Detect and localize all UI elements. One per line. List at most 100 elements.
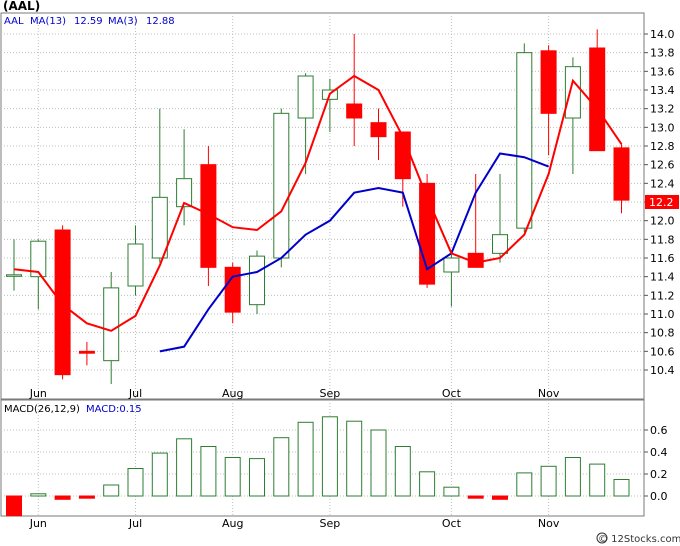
price-x-tick-label: Nov [538, 387, 560, 400]
macd-title: MACD(26,12,9) [4, 404, 80, 415]
macd-y-tick-label: 0.6 [650, 424, 668, 437]
macd-bar-negative [467, 495, 484, 499]
candle-down [224, 262, 241, 324]
macd-bar-positive [564, 457, 581, 497]
price-y-tick-label: 11.2 [650, 289, 675, 302]
price-y-tick-label: 10.4 [650, 364, 675, 377]
candle-body [103, 287, 120, 362]
candle-up [176, 129, 193, 226]
macd-x-tick-label: Nov [538, 517, 560, 530]
ma13-line [159, 152, 549, 353]
candle-body [564, 66, 581, 119]
legend-ma13-label: MA(13) [30, 16, 66, 27]
macd-bar-positive [394, 446, 411, 497]
legend-ma3-label: MA(3) [108, 16, 138, 27]
price-y-tick-label: 13.8 [650, 47, 675, 60]
macd-bar-positive [346, 420, 363, 497]
candle-body [6, 274, 22, 277]
candle-up [492, 174, 508, 263]
macd-bar-positive [151, 452, 168, 497]
candle-body [370, 122, 387, 138]
macd-legend-value: MACD:0.15 [86, 404, 142, 415]
legend-symbol: AAL [4, 16, 24, 27]
candle-up [297, 73, 314, 174]
price-y-tick-label: 10.8 [650, 327, 675, 340]
candle-body [297, 75, 314, 119]
candle-body [540, 50, 557, 114]
macd-bar-positive [589, 463, 606, 497]
candle-down [419, 174, 436, 288]
candle-down [540, 45, 557, 156]
macd-bar-positive [103, 484, 120, 497]
candle-up [443, 250, 460, 307]
macd-bar-positive [516, 472, 533, 497]
candle-body [589, 47, 606, 152]
candle-up [516, 43, 533, 232]
macd-x-axis: Jun Jul Aug Sep Oct Nov [29, 517, 560, 530]
price-x-tick-label: Aug [222, 387, 243, 400]
candle-up [249, 250, 265, 314]
macd-bar-positive [613, 479, 630, 497]
candle-down [78, 342, 95, 366]
macd-x-tick-label: Oct [442, 517, 462, 530]
price-y-tick-label: 10.6 [650, 345, 675, 358]
macd-bar-negative [78, 495, 95, 499]
macd-bar-positive [30, 493, 47, 497]
candle-up [151, 108, 168, 263]
macd-bars [6, 416, 630, 517]
price-y-tick-label: 13.6 [650, 65, 675, 78]
price-y-tick-label: 12.8 [650, 140, 675, 153]
candle-body [224, 266, 241, 313]
candle-body [249, 255, 265, 306]
candle-body [492, 234, 508, 254]
macd-y-tick-label: 0.4 [650, 446, 668, 459]
macd-bar-positive [224, 457, 241, 497]
macd-bar-positive [176, 438, 193, 497]
price-x-axis: Jun Jul Aug Sep Oct Nov [29, 387, 560, 400]
candle-body [176, 178, 193, 208]
candle-body [151, 196, 168, 259]
macd-y-axis: 0.6 0.4 0.2 0.0 [644, 424, 668, 503]
price-y-tick-label: 13.4 [650, 84, 675, 97]
price-x-tick-label: Oct [442, 387, 462, 400]
macd-x-tick-label: Sep [320, 517, 341, 530]
candle-body [273, 112, 290, 259]
price-x-tick-label: Jul [128, 387, 142, 400]
candle-down [346, 34, 363, 146]
price-y-tick-label: 14.0 [650, 28, 675, 41]
candle-down [200, 146, 217, 286]
macd-bar-positive [273, 437, 290, 497]
candle-down [370, 108, 387, 160]
macd-x-tick-label: Jun [29, 517, 47, 530]
legend-ma13-value: 12.59 [74, 16, 103, 27]
candle-body [200, 164, 217, 268]
price-y-tick-label: 11.4 [650, 271, 675, 284]
candle-up [103, 272, 120, 384]
macd-bar-positive [200, 446, 217, 497]
macd-bar-positive [127, 468, 144, 497]
price-y-tick-label: 11.6 [650, 252, 675, 265]
copyright: © 12Stocks.com [596, 532, 680, 545]
price-y-tick-label: 12.0 [650, 215, 675, 228]
ma3-line [13, 74, 623, 332]
macd-y-tick-label: 0.0 [650, 490, 668, 503]
candle-body [30, 240, 47, 278]
candle-up [127, 225, 144, 296]
price-y-tick-label: 12.6 [650, 159, 675, 172]
price-x-tick-label: Sep [320, 387, 341, 400]
macd-bar-positive [540, 465, 557, 497]
candle-body [54, 229, 71, 376]
macd-bar-negative [492, 495, 508, 500]
macd-bar-negative [54, 495, 71, 500]
price-y-tick-label: 11.0 [650, 308, 675, 321]
candle-up [564, 57, 581, 174]
candle-body [516, 52, 533, 229]
macd-bar-positive [321, 416, 338, 497]
candle-down [54, 225, 71, 380]
macd-bar-positive [370, 429, 387, 497]
macd-bar-positive [249, 458, 265, 497]
copyright-icon [596, 532, 608, 544]
candle-up [6, 239, 22, 291]
macd-bar-negative [6, 495, 22, 517]
